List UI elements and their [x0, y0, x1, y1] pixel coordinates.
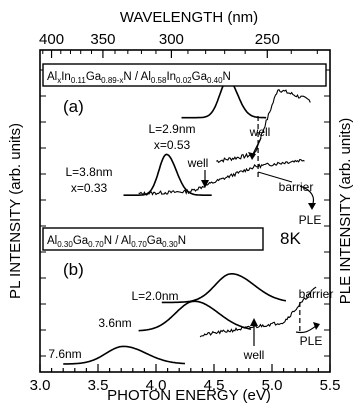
- temperature-label: 8K: [280, 229, 301, 248]
- right-axis-title: PLE INTENSITY (arb. units): [337, 118, 354, 304]
- series-label-b-3: 7.6nm: [48, 347, 81, 361]
- x-tick-label: 5.0: [262, 377, 283, 394]
- plot-frame: [39, 49, 331, 373]
- structure-a-box: [42, 63, 327, 87]
- top-axis-title: WAVELENGTH (nm): [120, 9, 258, 26]
- structure-b-box: [42, 227, 264, 251]
- series-label-b-1: L=2.0nm: [131, 289, 178, 303]
- barrier-label-b: barrier: [299, 287, 334, 301]
- panel-label-b: (b): [63, 260, 84, 279]
- pl-curve-b-2: [138, 300, 252, 332]
- ple-curve-b: [199, 286, 317, 338]
- barrier-pointer-a: [257, 171, 293, 183]
- panel-label-a: (a): [63, 97, 84, 116]
- pl-curve-b-3: [63, 345, 186, 365]
- top-tick-label: 350: [90, 31, 115, 48]
- x-tick-label: 5.5: [320, 377, 341, 394]
- structure-b: Al0.30Ga0.70N / Al0.70Ga0.30N: [47, 235, 186, 249]
- series-label-b-2: 3.6nm: [98, 316, 131, 330]
- pl-curve-a-lower: [123, 153, 212, 196]
- ple-label-b: PLE: [300, 334, 323, 348]
- well-arrowhead-b: [250, 318, 258, 326]
- x-tick-label: 4.0: [146, 377, 167, 394]
- x-tick-label: 3.0: [30, 377, 51, 394]
- top-tick-label: 250: [255, 31, 280, 48]
- ple-label-a: PLE: [299, 213, 322, 227]
- structure-a: AlxIn0.11Ga0.89-xN / Al0.58In0.02Ga0.40N: [47, 71, 231, 85]
- ple-curve-a-lower: [138, 158, 305, 196]
- pl-curve-b-1: [161, 273, 287, 304]
- well-label-a-upper: well: [249, 125, 271, 139]
- top-tick-label: 300: [159, 31, 184, 48]
- ple-arrow-b: [295, 325, 317, 334]
- ple-arrowhead-a: [308, 203, 316, 210]
- well-label-a-lower: well: [187, 156, 209, 170]
- ple-arrowhead-b: [313, 322, 320, 330]
- series-label-a-lower-x: x=0.33: [71, 181, 108, 195]
- top-tick-label: 400: [39, 31, 64, 48]
- x-axis-title: PHOTON ENERGY (eV): [107, 387, 271, 404]
- series-label-a-upper-x: x=0.53: [154, 138, 191, 152]
- well-arrow-a-upper: [251, 137, 262, 157]
- x-tick-label: 4.5: [204, 377, 225, 394]
- well-arrowhead-a-upper: [248, 152, 256, 160]
- well-arrowhead-a-lower: [201, 180, 209, 188]
- x-tick-label: 3.5: [88, 377, 109, 394]
- ple-curve-a-upper: [216, 89, 311, 164]
- series-label-a-lower-l: L=3.8nm: [65, 165, 112, 179]
- series-label-a-upper-l: L=2.9nm: [148, 122, 195, 136]
- barrier-label-a: barrier: [279, 180, 314, 194]
- left-axis-title: PL INTENSITY (arb. units): [7, 123, 24, 299]
- well-label-b: well: [243, 348, 265, 362]
